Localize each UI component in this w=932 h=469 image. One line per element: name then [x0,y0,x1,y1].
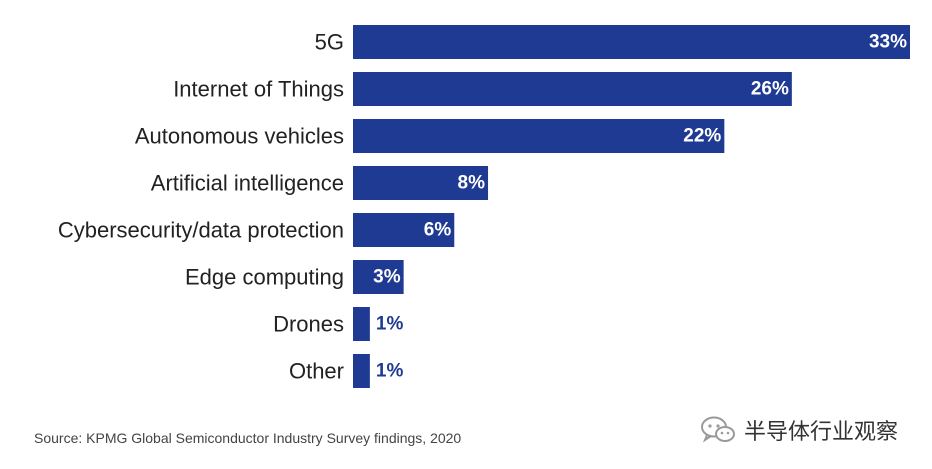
bar-6 [353,307,370,341]
bar-7 [353,354,370,388]
source-note: Source: KPMG Global Semiconductor Indust… [34,430,462,446]
bar-4 [353,213,455,247]
value-label-4: 6% [424,220,452,241]
wechat-icon [701,416,735,443]
category-labels-group: 5G Internet of Things Autonomous vehicles A… [58,30,344,384]
value-labels-group: 33% 26% 22% 8% 6% 3% 1% 1% [373,32,907,382]
category-label-7: Other [289,359,344,384]
bar-5 [353,260,404,294]
value-label-0: 33% [869,32,907,53]
category-label-0: 5G [315,30,344,55]
watermark: 半导体行业观察 [700,412,898,448]
category-label-6: Drones [273,312,344,337]
value-label-3: 8% [458,173,486,194]
bars-group [353,25,910,388]
category-label-5: Edge computing [185,265,344,290]
watermark-text: 半导体行业观察 [744,420,899,445]
value-label-1: 26% [751,79,789,100]
bar-chart: 5G Internet of Things Autonomous vehicles A… [58,25,910,388]
category-label-1: Internet of Things [173,77,344,102]
category-label-3: Artificial intelligence [151,171,344,196]
category-label-2: Autonomous vehicles [135,124,344,149]
value-label-7: 1% [376,361,404,382]
value-label-5: 3% [373,267,401,288]
bar-2 [353,119,725,153]
value-label-6: 1% [376,314,404,335]
bar-3 [353,166,489,200]
value-label-2: 22% [683,126,721,147]
bar-1 [353,72,792,106]
category-label-4: Cybersecurity/data protection [58,218,344,243]
bar-0 [353,25,910,59]
